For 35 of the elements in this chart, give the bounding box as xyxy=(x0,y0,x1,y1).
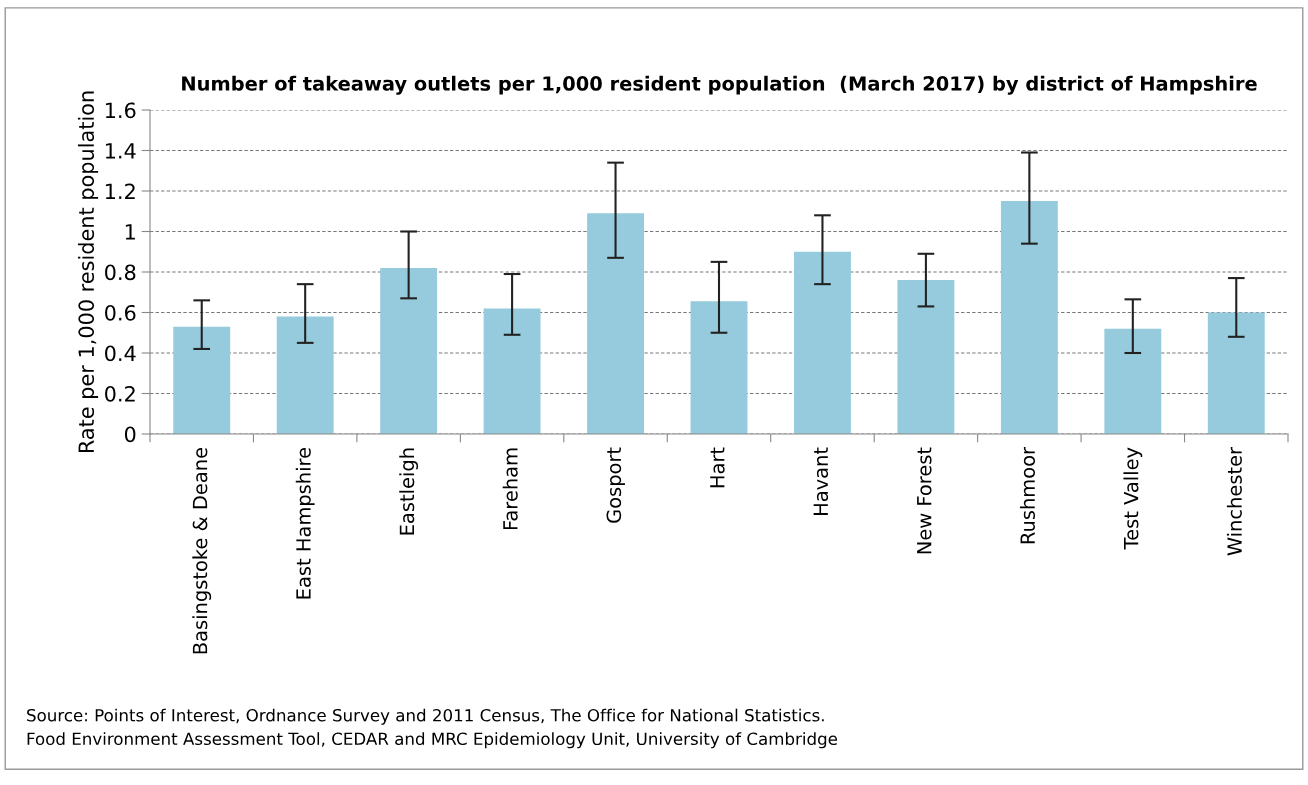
text: Food Environment Assessment Tool, CEDAR and MRC Epidemiology Unit, University of Cambridge xyxy=(27,732,838,749)
x-tick-label: Rushmoor xyxy=(1019,446,1036,544)
x-tick-label: East Hampshire xyxy=(295,447,315,599)
y-tick-label: 0.6 xyxy=(105,304,136,321)
chart-title: Number of takeaway outlets per 1,000 resident population (March 2017) by district of Hampshire xyxy=(182,75,1257,95)
bar xyxy=(1104,328,1162,434)
bar xyxy=(587,213,644,434)
y-axis-title: Rate per 1,000 resident population xyxy=(77,91,99,453)
bar xyxy=(1207,312,1265,434)
x-tick-label: Hart xyxy=(710,447,725,488)
x-tick-label: Eastleigh xyxy=(399,448,419,535)
x-tick-label: New Forest xyxy=(917,447,932,554)
x-tick-label: Test Valley xyxy=(1123,447,1143,550)
bar xyxy=(380,267,438,434)
y-tick-label: 1.2 xyxy=(105,183,135,199)
source-note: Source: Points of Interest, Ordnance Survey and 2011 Census, The Office for National Statistics. xyxy=(27,708,824,725)
bar xyxy=(1000,201,1058,434)
bar xyxy=(690,301,748,434)
y-tick-label: 1.4 xyxy=(105,143,136,159)
bar xyxy=(794,251,851,434)
y-tick-label: 0.4 xyxy=(105,345,136,362)
x-tick-label: Basingstoke & Deane xyxy=(192,448,212,654)
y-tick-label: 0.8 xyxy=(105,264,136,281)
x-tick-label: Gosport xyxy=(606,447,625,523)
bar xyxy=(483,308,541,434)
bar xyxy=(173,326,231,434)
y-tick-label: 0 xyxy=(124,426,136,443)
x-tick-label: Fareham xyxy=(502,448,518,530)
bar xyxy=(897,280,955,434)
x-tick-label: Winchester xyxy=(1226,446,1242,556)
bar xyxy=(276,316,334,434)
x-tick-label: Havant xyxy=(813,447,829,515)
y-tick-label: 0.2 xyxy=(105,385,135,402)
y-tick-label: 1.6 xyxy=(105,102,136,119)
y-tick-label: 1 xyxy=(125,224,135,240)
